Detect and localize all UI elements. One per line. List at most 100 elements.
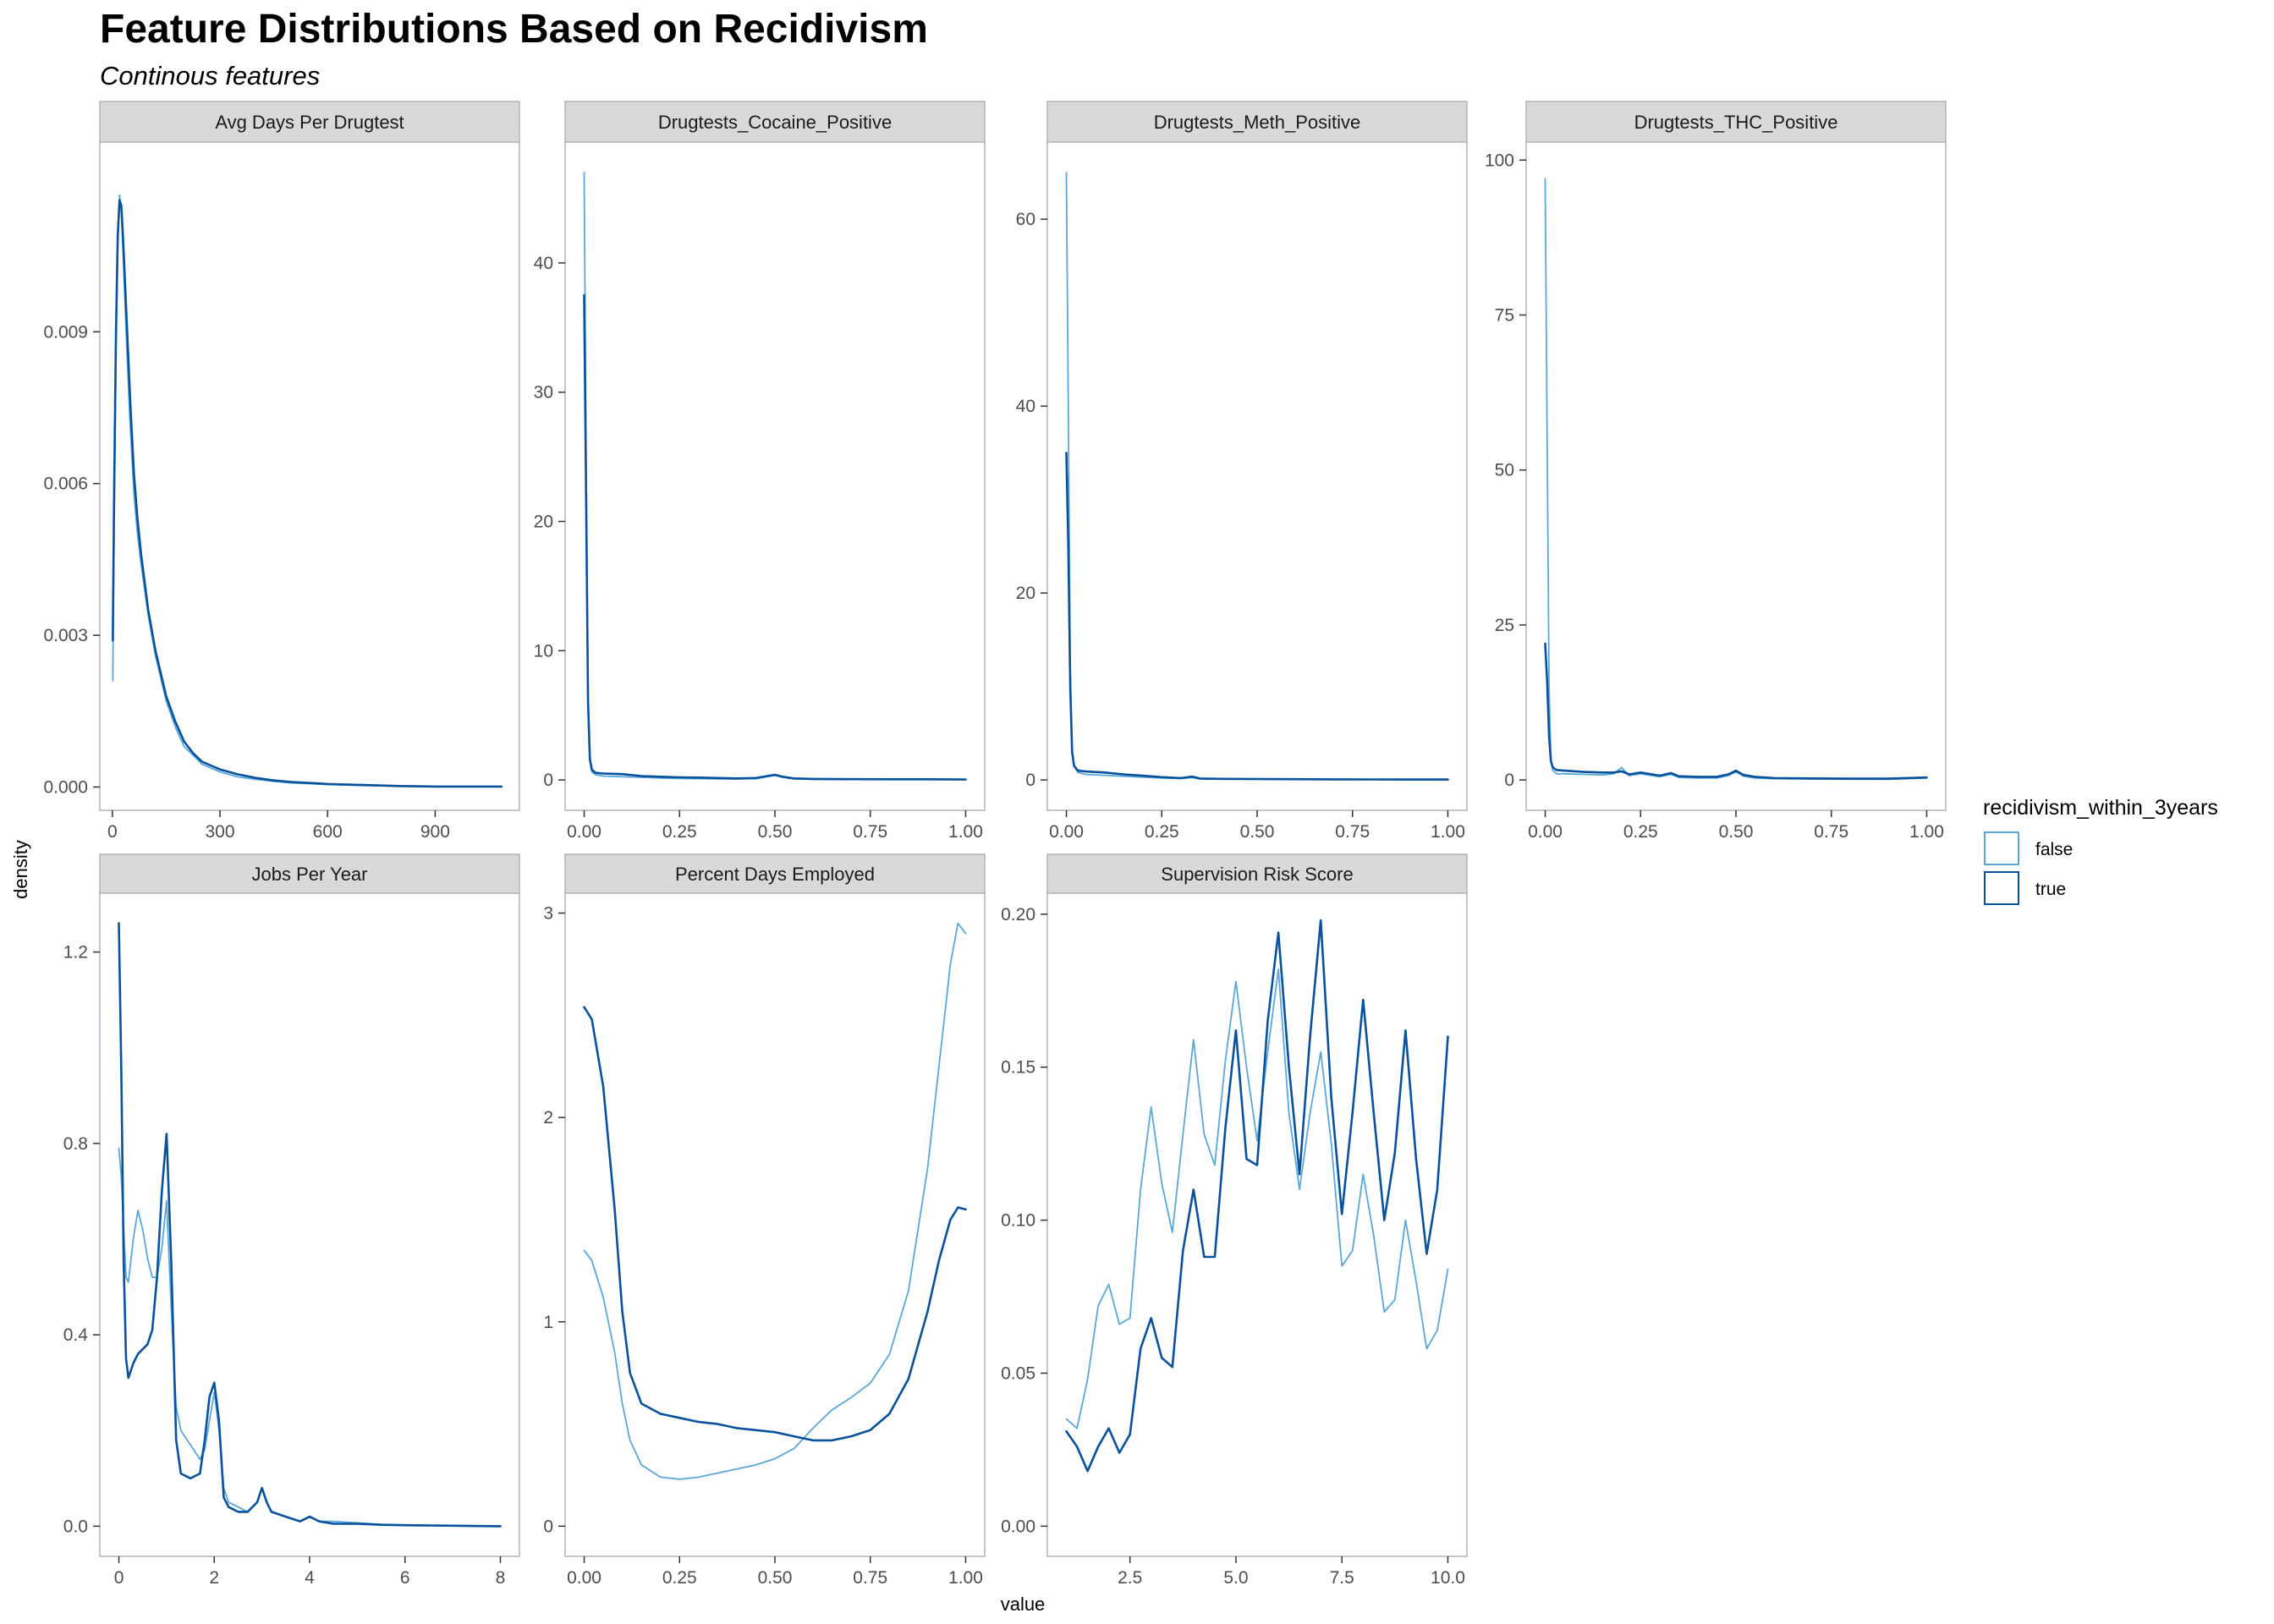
facet-strip [1046, 101, 1468, 143]
y-tick-label: 40 [1016, 397, 1035, 416]
facet-panel: Avg Days Per Drugtest 0.000 0.003 0.006 0.00… [43, 101, 520, 842]
x-tick-label: 0.00 [567, 1568, 601, 1588]
density-line-true [1544, 642, 1928, 780]
facet-title: Percent Days Employed [675, 864, 875, 885]
density-line-false [583, 922, 967, 1480]
y-tick-label: 0 [543, 1517, 553, 1536]
x-tick-label: 7.5 [1330, 1568, 1354, 1588]
legend-key-false [1984, 831, 2019, 865]
y-tick-label: 0.000 [43, 777, 88, 797]
y-tick-label: 0.003 [43, 626, 88, 645]
facet-strip [99, 853, 520, 894]
x-tick-label: 10.0 [1431, 1568, 1465, 1588]
y-tick-label: 10 [534, 641, 553, 661]
x-tick-label: 2 [209, 1568, 219, 1588]
y-tick-label: 50 [1495, 461, 1514, 480]
y-tick-label: 2 [543, 1108, 553, 1127]
plot-panel [1525, 141, 1947, 811]
facet-title: Supervision Risk Score [1161, 864, 1353, 885]
facet-panel: Percent Days Employed 0 1 2 3 0.00 0.25 0.50 0.7… [543, 853, 986, 1588]
x-tick-label: 0.00 [1528, 822, 1563, 842]
plot-panel [1046, 141, 1468, 811]
y-tick-label: 3 [543, 904, 553, 924]
y-tick-label: 0 [543, 771, 553, 790]
y-tick-label: 0.006 [43, 475, 88, 494]
y-axis-title: density [10, 840, 31, 899]
x-tick-label: 0.00 [567, 822, 601, 842]
y-tick-label: 0.8 [63, 1134, 88, 1154]
density-line-false [1065, 968, 1449, 1429]
facet-panel: Drugtests_Cocaine_Positive 0 10 20 30 40 0.00 0… [534, 101, 986, 842]
plot-panel [99, 892, 520, 1557]
x-tick-label: 0.25 [1145, 822, 1179, 842]
plot-panel [564, 141, 986, 811]
density-line-true [118, 922, 502, 1528]
x-tick-label: 900 [420, 822, 450, 842]
y-tick-label: 1.2 [63, 943, 88, 963]
y-tick-label: 0.009 [43, 322, 88, 342]
x-tick-label: 0.25 [662, 1568, 697, 1588]
x-tick-label: 1.00 [1431, 822, 1465, 842]
x-tick-label: 2.5 [1118, 1568, 1142, 1588]
x-tick-label: 5.0 [1223, 1568, 1248, 1588]
x-tick-label: 0.75 [1335, 822, 1370, 842]
plot-panel [1046, 892, 1468, 1557]
facet-title: Drugtests_Meth_Positive [1154, 112, 1361, 133]
x-tick-label: 0 [107, 822, 118, 842]
y-tick-label: 60 [1016, 210, 1035, 229]
plot-panel [99, 141, 520, 811]
y-tick-label: 0.20 [1001, 905, 1035, 924]
facet-strip [564, 853, 986, 894]
x-tick-label: 4 [305, 1568, 315, 1588]
x-tick-label: 0.00 [1049, 822, 1084, 842]
density-line-true [583, 1006, 967, 1442]
density-line-true [1065, 919, 1449, 1473]
legend-label-false: false [2035, 840, 2073, 859]
x-tick-label: 0.50 [758, 822, 793, 842]
density-line-true [1065, 452, 1449, 781]
x-tick-label: 1.00 [948, 822, 983, 842]
legend-key-true [1984, 871, 2019, 905]
facet-title: Drugtests_THC_Positive [1634, 112, 1838, 133]
x-tick-label: 0.75 [1814, 822, 1848, 842]
facet-title: Jobs Per Year [252, 864, 368, 885]
y-tick-label: 1 [543, 1313, 553, 1332]
y-tick-label: 0 [1504, 771, 1514, 790]
x-tick-label: 300 [205, 822, 234, 842]
x-tick-label: 0.25 [1623, 822, 1658, 842]
x-tick-label: 0.50 [1240, 822, 1275, 842]
facet-title: Avg Days Per Drugtest [215, 112, 404, 133]
legend-title: recidivism_within_3years [1983, 796, 2218, 820]
y-tick-label: 0.4 [63, 1325, 89, 1345]
plot-panel [564, 892, 986, 1557]
x-tick-label: 6 [400, 1568, 410, 1588]
facet-strip [99, 101, 520, 143]
x-tick-label: 0.25 [662, 822, 697, 842]
facet-title: Drugtests_Cocaine_Positive [658, 112, 892, 133]
y-tick-label: 0.15 [1001, 1058, 1035, 1078]
legend: recidivism_within_3years false true [1983, 796, 2218, 905]
facet-panel: Drugtests_THC_Positive 0 25 50 75 100 0.00 0.25… [1485, 101, 1947, 842]
x-tick-label: 0.50 [758, 1568, 793, 1588]
y-tick-label: 0.10 [1001, 1211, 1035, 1231]
facet-panel: Supervision Risk Score 0.00 0.05 0.10 0.15 0.… [1001, 853, 1468, 1588]
y-tick-label: 20 [1016, 584, 1035, 603]
facet-panel: Jobs Per Year 0.0 0.4 0.8 1.2 0 2 4 6 8 [63, 853, 520, 1588]
y-tick-label: 75 [1495, 305, 1514, 325]
x-tick-label: 8 [496, 1568, 506, 1588]
chart-subtitle: Continous features [100, 61, 320, 91]
x-tick-label: 1.00 [948, 1568, 983, 1588]
y-tick-label: 0.05 [1001, 1363, 1035, 1383]
density-line-true [112, 199, 503, 788]
y-tick-label: 25 [1495, 616, 1514, 635]
facet-strip [564, 101, 986, 143]
y-tick-label: 0.0 [63, 1517, 88, 1536]
density-line-true [583, 294, 967, 781]
y-tick-label: 40 [534, 254, 553, 273]
x-tick-label: 0.75 [853, 822, 887, 842]
chart-title: Feature Distributions Based on Recidivis… [100, 7, 928, 52]
y-tick-label: 100 [1485, 151, 1514, 170]
legend-label-true: true [2035, 880, 2066, 899]
x-axis-title: value [1001, 1594, 1046, 1615]
